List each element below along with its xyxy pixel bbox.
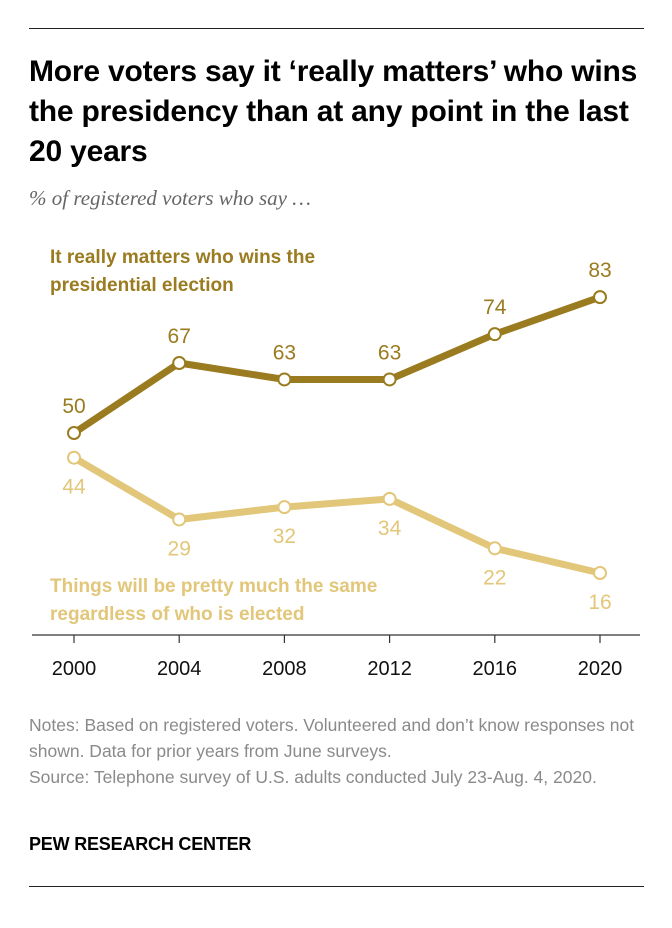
chart-subtitle: % of registered voters who say … xyxy=(29,186,311,210)
data-label-1-2004: 67 xyxy=(168,325,191,348)
data-point-1-2012 xyxy=(382,372,397,387)
x-tick-label-2008: 2008 xyxy=(262,658,307,680)
chart-notes: Notes: Based on registered voters. Volun… xyxy=(29,712,639,790)
data-label-2-2008: 32 xyxy=(273,525,296,548)
data-label-1-2012: 63 xyxy=(378,341,401,364)
data-label-2-2004: 29 xyxy=(168,537,191,560)
data-point-1-2020 xyxy=(593,290,607,305)
pew-logo-text: PEW RESEARCH CENTER xyxy=(29,834,252,854)
x-tick-label-2016: 2016 xyxy=(473,658,518,680)
bottom-rule xyxy=(29,886,644,887)
data-point-1-2004 xyxy=(172,356,187,370)
data-point-2-2000 xyxy=(67,450,81,465)
x-tick-label-2012: 2012 xyxy=(367,658,412,680)
series-name-2-line-2: regardless of who is elected xyxy=(50,604,304,625)
series-line-1 xyxy=(70,293,604,437)
data-point-2-2008 xyxy=(277,500,292,515)
data-label-1-2000: 50 xyxy=(62,395,85,418)
top-rule xyxy=(29,28,644,29)
data-label-1-2016: 74 xyxy=(483,296,507,319)
data-point-2-2012 xyxy=(382,491,397,506)
line-chart: 50 67 63 63 74 83 It really matters who wins t… xyxy=(32,247,640,680)
data-label-1-2008: 63 xyxy=(273,341,296,364)
data-point-1-2000 xyxy=(67,426,81,440)
series-name-2-line-1: Things will be pretty much the same xyxy=(50,576,377,597)
x-tick-label-2000: 2000 xyxy=(52,658,97,680)
series-name-1-line-1: It really matters who wins the xyxy=(50,247,315,268)
series-name-1-line-2: presidential election xyxy=(50,275,234,296)
chart-layer: 50 67 63 63 74 83 It really matters who wins t… xyxy=(32,247,640,680)
data-label-1-2020: 83 xyxy=(588,259,611,282)
source-text: Source: Telephone survey of U.S. adults … xyxy=(29,767,597,787)
data-label-2-2012: 34 xyxy=(378,517,402,540)
data-label-2-2000: 44 xyxy=(62,476,86,499)
data-point-2-2020 xyxy=(593,566,607,580)
data-point-2-2016 xyxy=(487,541,502,556)
data-point-2-2004 xyxy=(172,512,187,527)
notes-text: Notes: Based on registered voters. Volun… xyxy=(29,715,635,761)
series-line-2 xyxy=(70,454,604,577)
data-point-1-2008 xyxy=(277,372,292,387)
data-label-2-2016: 22 xyxy=(483,566,506,589)
data-label-2-2020: 16 xyxy=(588,591,611,614)
x-tick-label-2020: 2020 xyxy=(578,658,623,680)
x-tick-label-2004: 2004 xyxy=(157,658,202,680)
chart-title: More voters say it ‘really matters’ who … xyxy=(29,55,638,168)
data-point-1-2016 xyxy=(487,327,502,342)
